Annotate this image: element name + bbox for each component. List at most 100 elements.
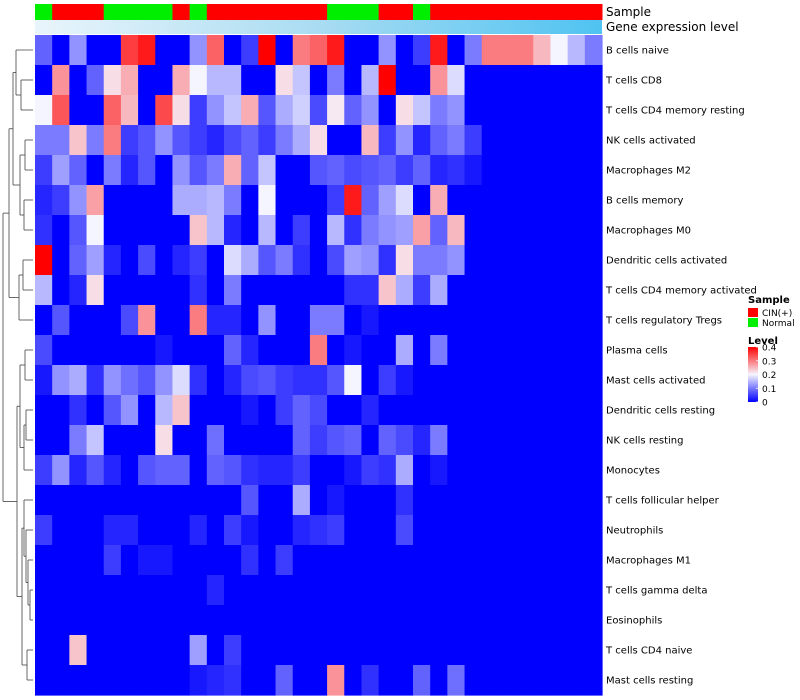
heatmap-cell [275, 125, 294, 156]
heatmap-cell [550, 275, 569, 306]
heatmap-cell [275, 155, 294, 186]
heatmap-cell [430, 545, 448, 576]
heatmap-cell [481, 245, 500, 276]
sample-annotation-cell [395, 4, 414, 20]
heatmap-cell [567, 95, 586, 126]
heatmap-cell [275, 425, 294, 456]
sample-annotation-cell [378, 4, 397, 20]
heatmap-cell [481, 35, 500, 66]
heatmap-cell [481, 125, 500, 156]
sample-legend-label: CIN(+) [762, 309, 792, 319]
heatmap-cell [584, 155, 603, 186]
heatmap-cell [378, 275, 397, 306]
heatmap-cell [189, 455, 208, 486]
heatmap-cell [52, 455, 70, 486]
heatmap-cell [224, 155, 242, 186]
heatmap-cell [206, 635, 225, 666]
sample-annotation-label: Sample [606, 5, 651, 19]
heatmap-cell [344, 95, 363, 126]
heatmap-cell [481, 335, 500, 366]
heatmap-cell [241, 125, 259, 156]
heatmap-cell [344, 545, 363, 576]
heatmap-cell [292, 395, 311, 426]
heatmap-cell [481, 665, 500, 696]
heatmap-cell [120, 275, 139, 306]
heatmap-cell [138, 455, 156, 486]
heatmap-cell [516, 515, 534, 546]
heatmap-cell [86, 125, 105, 156]
heatmap-cell [447, 305, 466, 336]
heatmap-cell [35, 485, 53, 516]
heatmap-cell [35, 605, 53, 636]
heatmap-cell [344, 365, 363, 396]
heatmap-cell [413, 605, 431, 636]
heatmap-cell [550, 95, 569, 126]
heatmap-cell [258, 425, 277, 456]
heatmap-cell [516, 455, 534, 486]
heatmap-cell [395, 605, 414, 636]
heatmap-cell [430, 65, 448, 96]
heatmap-cell [550, 395, 569, 426]
heatmap-cell [498, 365, 517, 396]
heatmap-cells [35, 35, 603, 696]
heatmap-cell [275, 455, 294, 486]
heatmap-cell [361, 305, 380, 336]
heatmap-cell [103, 305, 122, 336]
heatmap-cell [86, 155, 105, 186]
heatmap-cell [120, 635, 139, 666]
heatmap-cell [138, 215, 156, 246]
heatmap-cell [533, 365, 552, 396]
heatmap-cell [327, 215, 345, 246]
heatmap-cell [52, 65, 70, 96]
heatmap-cell [378, 515, 397, 546]
heatmap-cell [189, 665, 208, 696]
heatmap-cell [584, 575, 603, 606]
heatmap-cell [533, 215, 552, 246]
level-legend-tick-label: 0.1 [762, 385, 776, 395]
heatmap-cell [378, 185, 397, 216]
heatmap-cell [344, 35, 363, 66]
heatmap-cell [447, 95, 466, 126]
heatmap-cell [309, 65, 328, 96]
heatmap-cell [35, 305, 53, 336]
heatmap-cell [155, 35, 174, 66]
heatmap-cell [172, 425, 191, 456]
heatmap-cell [275, 395, 294, 426]
heatmap-cell [533, 635, 552, 666]
heatmap-cell [327, 515, 345, 546]
heatmap-cell [86, 215, 105, 246]
heatmap-cell [189, 35, 208, 66]
heatmap-cell [327, 575, 345, 606]
heatmap-cell [464, 245, 483, 276]
heatmap-cell [241, 455, 259, 486]
heatmap-cell [172, 305, 191, 336]
heatmap-cell [344, 665, 363, 696]
sample-annotation-cell [309, 4, 328, 20]
heatmap-cell [344, 305, 363, 336]
heatmap-cell [464, 155, 483, 186]
heatmap-cell [327, 605, 345, 636]
heatmap-cell [258, 395, 277, 426]
heatmap-cell [361, 155, 380, 186]
sample-annotation-cell [172, 4, 191, 20]
heatmap-cell [35, 275, 53, 306]
heatmap-cell [533, 455, 552, 486]
heatmap-cell [206, 275, 225, 306]
heatmap-cell [155, 515, 174, 546]
heatmap-cell [327, 455, 345, 486]
heatmap-cell [120, 365, 139, 396]
heatmap-cell [172, 575, 191, 606]
heatmap-cell [241, 485, 259, 516]
sample-annotation-cell [155, 4, 173, 20]
heatmap-cell [378, 155, 397, 186]
heatmap-cell [52, 365, 70, 396]
heatmap-cell [292, 65, 311, 96]
heatmap-cell [69, 65, 88, 96]
heatmap-cell [86, 605, 105, 636]
heatmap-cell [189, 125, 208, 156]
heatmap-cell [481, 215, 500, 246]
row-label: Plasma cells [606, 346, 668, 357]
heatmap-cell [550, 65, 569, 96]
heatmap-cell [395, 335, 414, 366]
row-label: Dendritic cells resting [606, 406, 715, 417]
